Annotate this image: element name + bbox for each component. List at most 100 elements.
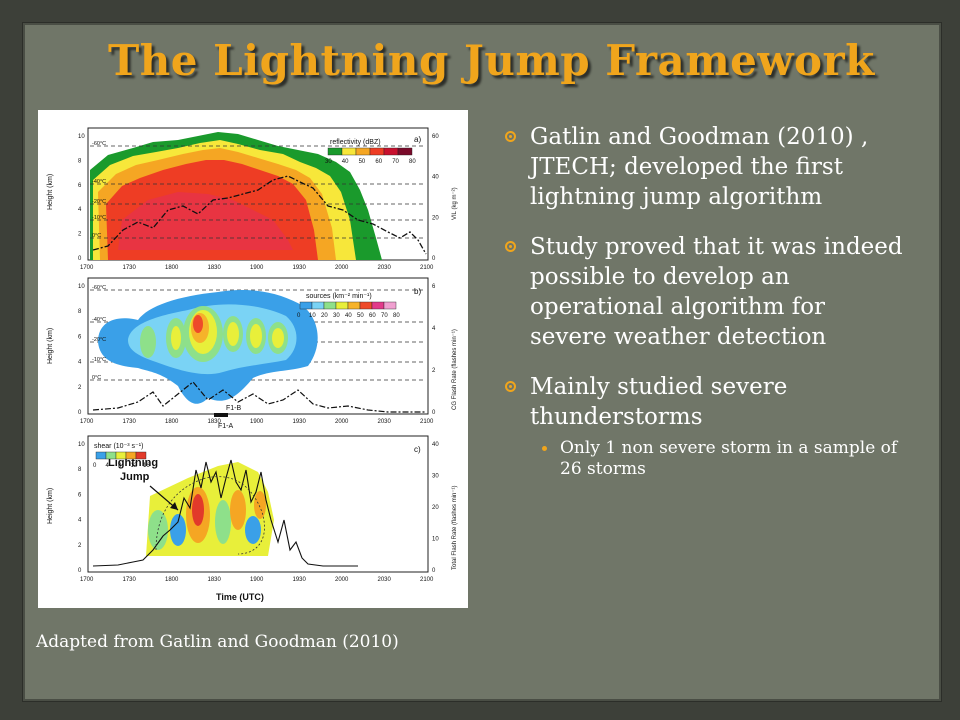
slide-title: The Lightning Jump Framework	[108, 36, 875, 85]
height-tick-label: 2	[78, 385, 82, 391]
panel-b-letter: b)	[414, 287, 421, 296]
legend-swatch	[383, 147, 399, 156]
reflectivity-legend: reflectivity (dBZ) 30 40 50 60 70 80	[325, 139, 416, 165]
sources-cores	[140, 306, 288, 362]
panel-b: F1-B F1-A sources (km⁻² min⁻¹) 0 10 20 30 40…	[87, 277, 429, 430]
right-tick-label: 30	[432, 474, 439, 480]
legend-swatch	[135, 451, 147, 460]
panel-c-height-label: Height (km)	[47, 488, 54, 524]
bullet-icon	[505, 381, 516, 392]
time-tick-label: 1730	[123, 419, 137, 425]
right-tick-label: 40	[432, 442, 439, 448]
bullet-item: Gatlin and Goodman (2010) , JTECH; devel…	[505, 122, 905, 212]
lightning-jump-label-2: Jump	[120, 471, 150, 483]
right-tick-label: 0	[432, 410, 436, 416]
shear-cores	[148, 487, 266, 550]
bullet-list: Gatlin and Goodman (2010) , JTECH; devel…	[505, 122, 905, 500]
legend-swatch	[105, 451, 117, 460]
legend-tick-label: 10	[309, 313, 316, 319]
sources-legend-title: sources (km⁻² min⁻¹)	[306, 293, 372, 300]
panel-a-isotherms	[90, 145, 426, 239]
right-tick-label: 10	[432, 537, 439, 543]
legend-tick-label: 50	[359, 159, 366, 165]
height-tick-label: 0	[78, 410, 82, 416]
isotherm-label: -60°C	[92, 285, 106, 291]
shear-contour	[155, 476, 265, 555]
height-tick-label: 4	[78, 207, 82, 213]
time-tick-label: 1800	[165, 265, 179, 271]
legend-swatch	[95, 451, 107, 460]
legend-tick-label: 0	[93, 463, 97, 469]
panel-c-letter: c)	[414, 445, 421, 454]
time-tick-label: 1830	[208, 265, 222, 271]
panel-a-height-label: Height (km)	[47, 174, 54, 210]
legend-swatch	[371, 301, 385, 310]
right-tick-label: 4	[432, 326, 436, 332]
time-tick-label: 1900	[250, 577, 264, 583]
legend-swatch	[335, 301, 349, 310]
panel-a-letter: a)	[414, 135, 421, 144]
time-tick-label: 2000	[335, 265, 349, 271]
panel-a: reflectivity (dBZ) 30 40 50 60 70 80 a)	[87, 127, 429, 261]
legend-tick-label: 30	[333, 313, 340, 319]
vil-line	[92, 175, 427, 255]
total-flash-rate-line	[92, 459, 358, 567]
f1-marker-bar	[214, 413, 228, 417]
panel-b-height-label: Height (km)	[47, 328, 54, 364]
height-tick-label: 4	[78, 518, 82, 524]
legend-tick-label: 4	[106, 463, 110, 469]
legend-swatch	[323, 301, 337, 310]
f1-b-label: F1-B	[226, 405, 242, 412]
bullet-text: Gatlin and Goodman (2010) , JTECH; devel…	[530, 124, 869, 210]
reflectivity-legend-title: reflectivity (dBZ)	[330, 139, 381, 146]
reflectivity-70	[118, 192, 293, 250]
right-tick-label: 6	[432, 284, 436, 290]
height-tick-label: 8	[78, 158, 82, 164]
time-tick-label: 2030	[378, 419, 392, 425]
height-tick-label: 8	[78, 309, 82, 315]
lightning-jump-arrowhead	[170, 502, 178, 510]
bullet-icon	[505, 131, 516, 142]
time-tick-label: 1700	[80, 265, 94, 271]
shear-legend-title: shear (10⁻³ s⁻¹)	[94, 443, 143, 450]
height-tick-label: 8	[78, 467, 82, 473]
legend-tick-label: 80	[393, 313, 400, 319]
right-tick-label: 20	[432, 215, 439, 221]
isotherm-label: -60°C	[92, 141, 106, 147]
height-tick-label: 2	[78, 543, 82, 549]
time-tick-label: 2000	[335, 577, 349, 583]
bullet-item: Mainly studied severe thunderstorms Only…	[505, 372, 905, 480]
legend-tick-label: 50	[357, 313, 364, 319]
time-tick-label: 2100	[420, 577, 434, 583]
bullet-text: Mainly studied severe thunderstorms	[530, 374, 788, 430]
legend-tick-label: 0	[297, 313, 301, 319]
legend-swatch	[383, 301, 397, 310]
bullet-text: Study proved that it was indeed possible…	[530, 234, 903, 350]
legend-swatch	[359, 301, 373, 310]
legend-tick-label: 60	[375, 159, 382, 165]
sub-bullet-item: Only 1 non severe storm in a sample of 2…	[540, 438, 905, 480]
isotherm-label: -10°C	[92, 357, 106, 363]
sub-bullet-icon	[542, 446, 547, 451]
height-tick-label: 10	[78, 442, 85, 448]
time-tick-label: 2100	[420, 265, 434, 271]
time-tick-label: 1830	[208, 577, 222, 583]
legend-swatch	[125, 451, 137, 460]
isotherm-label: -20°C	[92, 337, 106, 343]
time-tick-label: 2030	[378, 265, 392, 271]
legend-tick-label: 70	[392, 159, 399, 165]
time-tick-label: 1730	[123, 265, 137, 271]
right-tick-label: 0	[432, 256, 436, 262]
height-tick-label: 6	[78, 334, 82, 340]
legend-swatch	[369, 147, 385, 156]
height-tick-label: 6	[78, 183, 82, 189]
bullet-icon	[505, 241, 516, 252]
legend-swatch	[397, 147, 413, 156]
height-tick-label: 0	[78, 568, 82, 574]
time-tick-label: 1930	[293, 419, 307, 425]
time-tick-label: 1700	[80, 577, 94, 583]
height-tick-label: 10	[78, 134, 85, 140]
time-tick-label: 1930	[293, 577, 307, 583]
height-tick-label: 10	[78, 284, 85, 290]
